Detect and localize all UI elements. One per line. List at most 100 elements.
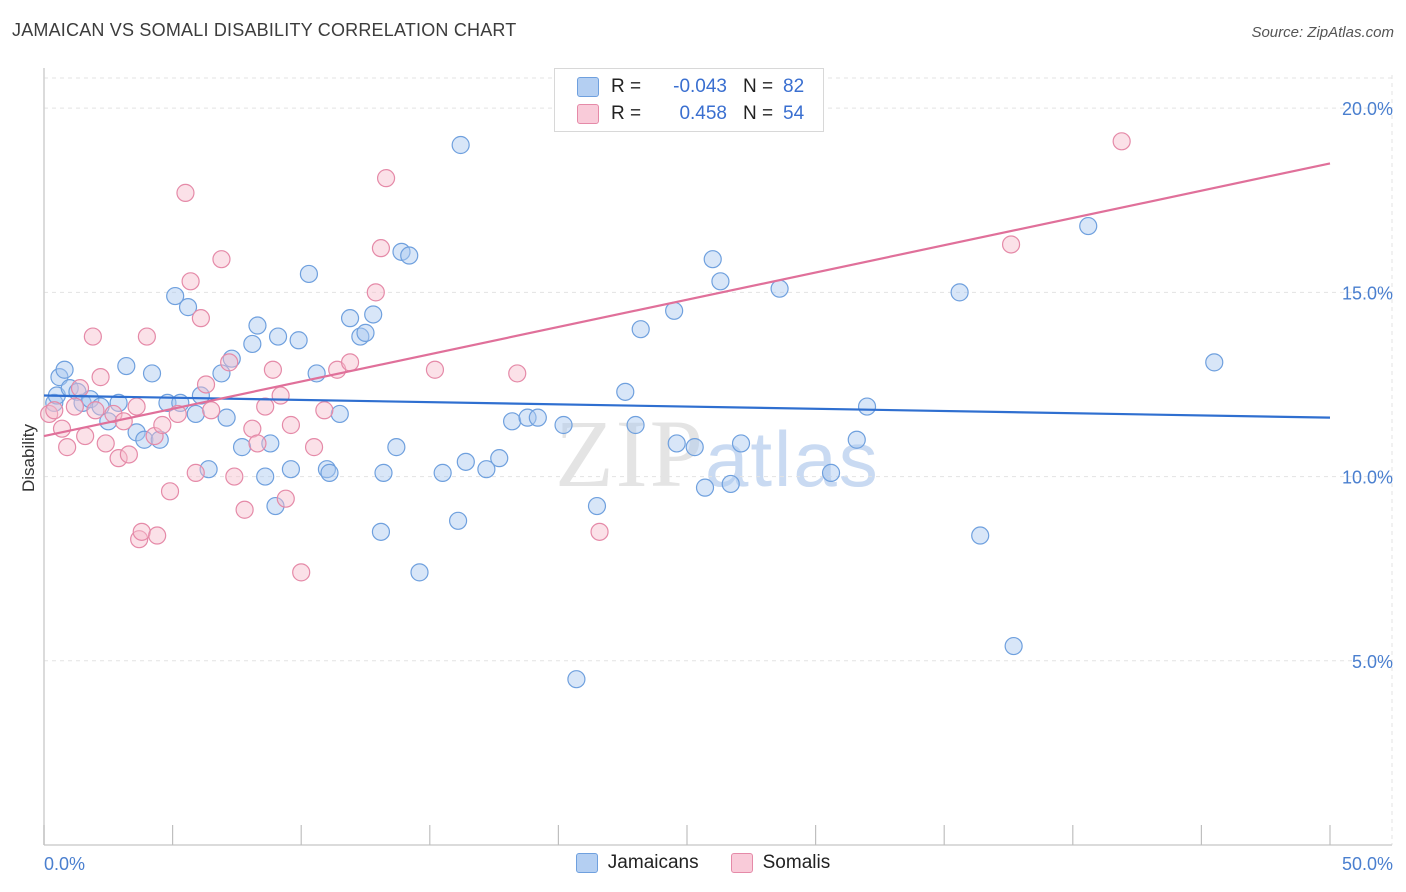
jamaican-point — [371, 522, 391, 541]
somali-point — [263, 360, 283, 379]
jamaican-point — [821, 463, 841, 482]
somali-point — [425, 360, 445, 379]
jamaican-point — [667, 434, 686, 453]
somali-point — [132, 522, 151, 541]
somali-point — [315, 401, 334, 420]
legend-n-value: 54 — [783, 103, 805, 124]
legend-n-value: 82 — [783, 76, 805, 97]
watermark-zip: ZIP — [555, 400, 705, 507]
watermark-atlas: atlas — [705, 415, 880, 503]
somali-point — [292, 563, 311, 582]
jamaican-point — [1004, 636, 1023, 656]
jamaican-point — [433, 463, 452, 482]
somali-point — [220, 353, 239, 372]
jamaicans-swatch — [577, 77, 599, 97]
jamaican-point — [1079, 216, 1098, 236]
y-tick-label: 10.0% — [1342, 468, 1393, 488]
somali-point — [127, 397, 146, 416]
somali-point — [281, 415, 301, 435]
correlation-legend: R = -0.043 N = 82 R = 0.458 N = 54 — [554, 68, 824, 132]
jamaican-point — [456, 452, 475, 471]
jamaicans-trend-line — [43, 394, 1331, 419]
jamaican-point — [451, 135, 470, 155]
somali-point — [96, 434, 115, 453]
jamaican-point — [847, 430, 866, 449]
jamaican-point — [135, 430, 154, 449]
jamaican-point — [711, 272, 730, 291]
jamaican-point — [109, 393, 128, 412]
somali-point — [45, 401, 64, 420]
jamaican-point — [554, 415, 573, 435]
trend-lines — [43, 162, 1331, 438]
jamaican-point — [477, 460, 496, 479]
somali-point — [340, 353, 360, 372]
jamaican-point — [364, 305, 383, 324]
jamaican-point — [616, 382, 635, 401]
y-axis-label: Disability — [19, 423, 38, 492]
jamaican-point — [289, 331, 308, 350]
somali-point — [248, 434, 267, 453]
jamaican-point — [340, 309, 360, 328]
jamaican-point — [186, 404, 205, 424]
somali-point — [76, 426, 95, 446]
jamaican-point — [261, 434, 280, 453]
tick-labels: 5.0% 10.0% 15.0% 20.0% 0.0% 50.0% — [44, 99, 1393, 874]
legend-row-somalis: R = 0.458 N = 54 — [577, 103, 804, 125]
jamaican-point — [127, 423, 146, 442]
jamaican-point — [356, 323, 375, 342]
jamaican-point — [166, 286, 185, 306]
somali-point — [508, 364, 527, 383]
somalis-trend-line — [43, 162, 1331, 438]
chart-source: Source: ZipAtlas.com — [1251, 24, 1394, 41]
y-tick-label: 15.0% — [1342, 283, 1393, 303]
somali-point — [186, 463, 205, 482]
somali-point — [86, 401, 105, 420]
jamaican-point — [299, 264, 319, 284]
somali-point — [191, 309, 210, 328]
somali-point — [153, 415, 172, 435]
series-legend: Jamaicans Somalis — [0, 852, 1406, 874]
jamaican-point — [410, 563, 429, 582]
x-tick-label: 50.0% — [1342, 854, 1393, 874]
jamaican-point — [374, 463, 393, 482]
somali-point — [52, 419, 72, 438]
chart-title: JAMAICAN VS SOMALI DISABILITY CORRELATIO… — [12, 20, 517, 40]
jamaican-point — [330, 404, 349, 424]
jamaican-point — [971, 526, 990, 545]
jamaican-point — [266, 496, 285, 516]
jamaican-point — [631, 320, 650, 339]
legend-label-somalis: Somalis — [762, 852, 831, 873]
jamaican-point — [268, 327, 288, 346]
jamaican-point — [400, 246, 419, 265]
somali-point — [130, 530, 149, 549]
somali-point — [109, 449, 128, 468]
jamaican-point — [387, 438, 406, 457]
jamaican-point — [191, 386, 210, 405]
legend-row-jamaicans: R = -0.043 N = 82 — [577, 76, 804, 98]
somali-point — [256, 397, 275, 416]
jamaican-point — [518, 408, 537, 427]
jamaican-point — [281, 460, 301, 479]
somali-point — [276, 489, 295, 508]
jamaican-point — [685, 438, 704, 457]
jamaican-point — [232, 438, 252, 457]
somali-point — [366, 283, 385, 302]
jamaican-point — [528, 408, 547, 427]
jamaican-point — [950, 283, 969, 302]
somali-point — [70, 379, 90, 398]
jamaican-point — [490, 449, 509, 468]
somali-point — [137, 327, 156, 346]
grid-lines — [44, 75, 1393, 845]
legend-item-somalis: Somalis — [730, 852, 831, 874]
jamaican-point — [248, 316, 267, 335]
jamaican-point — [217, 408, 236, 427]
somali-point — [176, 183, 195, 202]
y-tick-label: 5.0% — [1352, 652, 1393, 672]
legend-r-value: 0.458 — [679, 103, 727, 124]
jamaican-point — [703, 250, 722, 269]
jamaican-point — [857, 397, 877, 416]
jamaican-point — [695, 478, 715, 497]
somali-point — [225, 467, 244, 486]
somali-point — [202, 401, 221, 420]
